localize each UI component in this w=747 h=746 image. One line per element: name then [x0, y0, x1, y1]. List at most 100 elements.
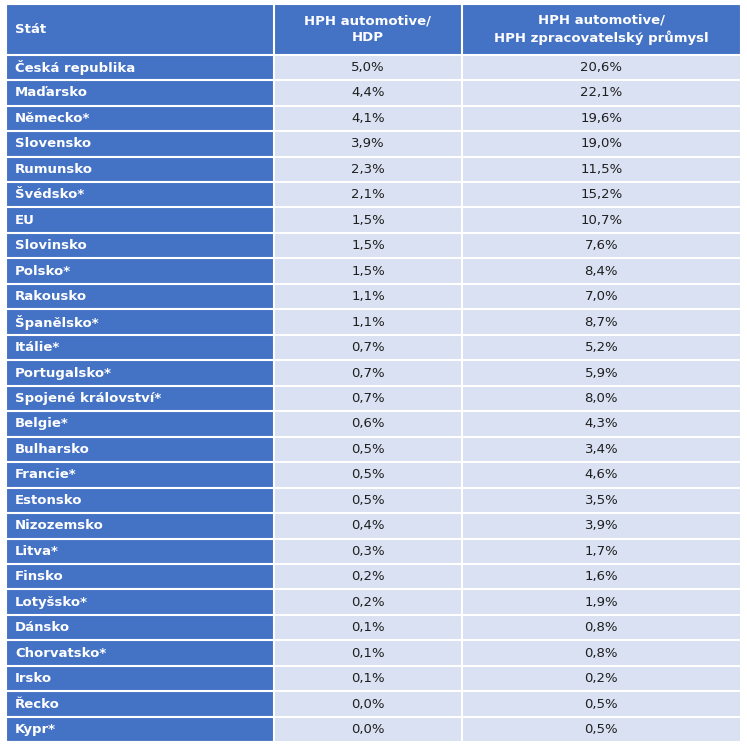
- Text: Dánsko: Dánsko: [15, 621, 70, 634]
- Bar: [6, 513, 274, 539]
- Text: 15,2%: 15,2%: [580, 188, 622, 201]
- Text: Estonsko: Estonsko: [15, 494, 82, 507]
- Text: 5,0%: 5,0%: [351, 61, 385, 74]
- Text: 0,7%: 0,7%: [351, 366, 385, 380]
- Text: 19,6%: 19,6%: [580, 112, 622, 125]
- Bar: [462, 182, 741, 207]
- Text: 0,1%: 0,1%: [351, 672, 385, 685]
- Text: 20,6%: 20,6%: [580, 61, 622, 74]
- Bar: [274, 640, 462, 666]
- Text: 1,5%: 1,5%: [351, 239, 385, 252]
- Text: Bulharsko: Bulharsko: [15, 443, 90, 456]
- Text: 0,4%: 0,4%: [351, 519, 385, 533]
- Text: 4,6%: 4,6%: [585, 468, 618, 481]
- Bar: [274, 411, 462, 436]
- Bar: [274, 513, 462, 539]
- Bar: [274, 717, 462, 742]
- Bar: [274, 589, 462, 615]
- Bar: [462, 131, 741, 157]
- Text: Irsko: Irsko: [15, 672, 52, 685]
- Text: Maďarsko: Maďarsko: [15, 87, 88, 99]
- Bar: [462, 411, 741, 436]
- Text: Chorvatsko*: Chorvatsko*: [15, 647, 106, 659]
- Text: Španělsko*: Španělsko*: [15, 315, 99, 330]
- Bar: [462, 692, 741, 717]
- Bar: [462, 54, 741, 80]
- Bar: [6, 589, 274, 615]
- Text: 3,9%: 3,9%: [585, 519, 619, 533]
- Text: 3,9%: 3,9%: [351, 137, 385, 150]
- Text: Rakousko: Rakousko: [15, 290, 87, 303]
- Bar: [6, 462, 274, 488]
- Bar: [462, 360, 741, 386]
- Text: 3,4%: 3,4%: [585, 443, 619, 456]
- Text: 0,5%: 0,5%: [351, 468, 385, 481]
- Bar: [6, 335, 274, 360]
- Bar: [462, 666, 741, 692]
- Text: Francie*: Francie*: [15, 468, 76, 481]
- Text: Spojené království*: Spojené království*: [15, 392, 161, 405]
- Text: 0,7%: 0,7%: [351, 341, 385, 354]
- Text: Litva*: Litva*: [15, 545, 59, 558]
- Bar: [274, 360, 462, 386]
- Bar: [6, 436, 274, 462]
- Bar: [462, 488, 741, 513]
- Bar: [274, 131, 462, 157]
- Text: 4,1%: 4,1%: [351, 112, 385, 125]
- Bar: [6, 615, 274, 640]
- Text: Polsko*: Polsko*: [15, 265, 71, 278]
- Bar: [6, 207, 274, 233]
- Bar: [274, 258, 462, 284]
- Text: Lotyšsko*: Lotyšsko*: [15, 596, 88, 609]
- Bar: [6, 386, 274, 411]
- Bar: [6, 4, 274, 54]
- Bar: [6, 411, 274, 436]
- Bar: [6, 80, 274, 106]
- Bar: [462, 513, 741, 539]
- Bar: [6, 666, 274, 692]
- Bar: [462, 462, 741, 488]
- Bar: [462, 157, 741, 182]
- Bar: [462, 310, 741, 335]
- Text: 8,0%: 8,0%: [585, 392, 618, 405]
- Bar: [274, 692, 462, 717]
- Text: 11,5%: 11,5%: [580, 163, 622, 176]
- Bar: [274, 666, 462, 692]
- Text: Slovinsko: Slovinsko: [15, 239, 87, 252]
- Bar: [6, 284, 274, 310]
- Text: HPH automotive/
HPH zpracovatelský průmysl: HPH automotive/ HPH zpracovatelský průmy…: [494, 13, 709, 45]
- Bar: [274, 335, 462, 360]
- Bar: [462, 207, 741, 233]
- Text: 8,4%: 8,4%: [585, 265, 618, 278]
- Bar: [462, 717, 741, 742]
- Text: 0,8%: 0,8%: [585, 647, 618, 659]
- Bar: [274, 106, 462, 131]
- Bar: [6, 106, 274, 131]
- Text: 22,1%: 22,1%: [580, 87, 622, 99]
- Text: 3,5%: 3,5%: [584, 494, 619, 507]
- Bar: [6, 233, 274, 258]
- Bar: [462, 258, 741, 284]
- Text: 0,2%: 0,2%: [351, 596, 385, 609]
- Bar: [274, 233, 462, 258]
- Text: Stát: Stát: [15, 22, 46, 36]
- Text: 4,4%: 4,4%: [351, 87, 385, 99]
- Text: 0,1%: 0,1%: [351, 647, 385, 659]
- Bar: [6, 157, 274, 182]
- Bar: [6, 564, 274, 589]
- Bar: [274, 462, 462, 488]
- Text: 19,0%: 19,0%: [580, 137, 622, 150]
- Text: 8,7%: 8,7%: [585, 316, 619, 328]
- Bar: [462, 564, 741, 589]
- Text: Česká republika: Česká republika: [15, 60, 135, 75]
- Bar: [274, 386, 462, 411]
- Bar: [274, 564, 462, 589]
- Text: 1,5%: 1,5%: [351, 213, 385, 227]
- Text: 0,5%: 0,5%: [351, 443, 385, 456]
- Bar: [6, 182, 274, 207]
- Text: 2,3%: 2,3%: [351, 163, 385, 176]
- Text: 0,8%: 0,8%: [585, 621, 618, 634]
- Text: Belgie*: Belgie*: [15, 418, 69, 430]
- Text: 1,9%: 1,9%: [585, 596, 619, 609]
- Text: Portugalsko*: Portugalsko*: [15, 366, 112, 380]
